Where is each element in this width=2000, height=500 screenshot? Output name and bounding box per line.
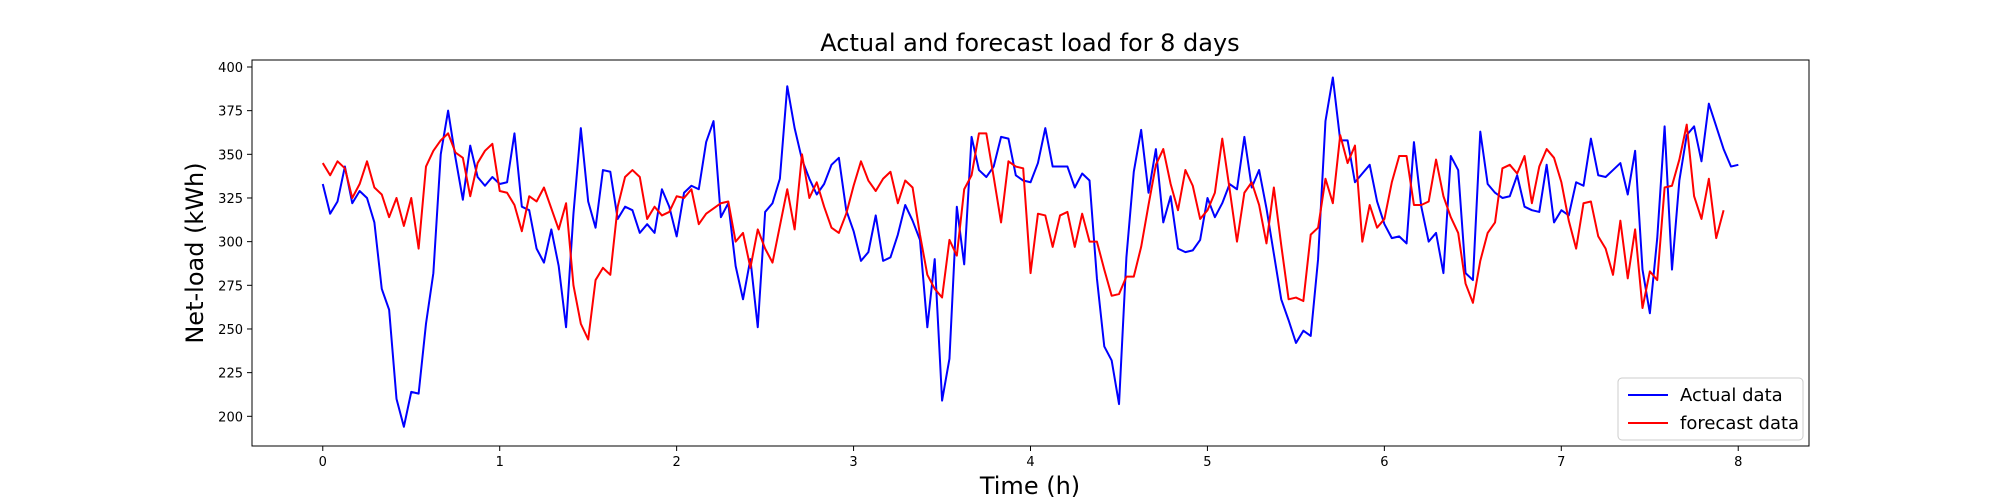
chart-title: Actual and forecast load for 8 days — [820, 29, 1239, 57]
y-tick-label: 350 — [218, 148, 243, 163]
x-tick-label: 1 — [496, 455, 504, 470]
x-tick-label: 3 — [849, 455, 857, 470]
x-axis-label: Time (h) — [979, 472, 1080, 500]
y-tick-label: 250 — [218, 323, 243, 338]
x-tick-label: 6 — [1380, 455, 1388, 470]
y-tick-label: 400 — [218, 61, 243, 76]
x-tick-label: 2 — [672, 455, 680, 470]
y-axis: 200 225 250 275 300 325 350 375 400 — [218, 61, 252, 425]
x-tick-label: 5 — [1203, 455, 1211, 470]
y-tick-label: 325 — [218, 192, 243, 207]
legend: Actual data forecast data — [1617, 377, 1804, 441]
plot-frame — [251, 59, 1810, 447]
x-tick-label: 7 — [1557, 455, 1565, 470]
x-tick-label: 4 — [1026, 455, 1034, 470]
x-tick-label: 0 — [319, 455, 327, 470]
y-tick-label: 275 — [218, 279, 243, 294]
legend-box — [1617, 377, 1804, 441]
x-tick-label: 8 — [1734, 455, 1742, 470]
y-tick-label: 200 — [218, 410, 243, 425]
y-axis-label: Net-load (kWh) — [181, 162, 209, 343]
series-line-actual — [321, 76, 1739, 428]
y-tick-label: 225 — [218, 367, 243, 382]
y-tick-label: 300 — [218, 236, 243, 251]
x-axis: 0 1 2 3 4 5 6 7 8 — [319, 446, 1742, 470]
legend-label-actual: Actual data — [1680, 385, 1783, 406]
plot-area — [321, 76, 1739, 428]
series-line-forecast — [321, 123, 1725, 341]
legend-label-forecast: forecast data — [1680, 413, 1799, 434]
y-tick-label: 375 — [218, 105, 243, 120]
